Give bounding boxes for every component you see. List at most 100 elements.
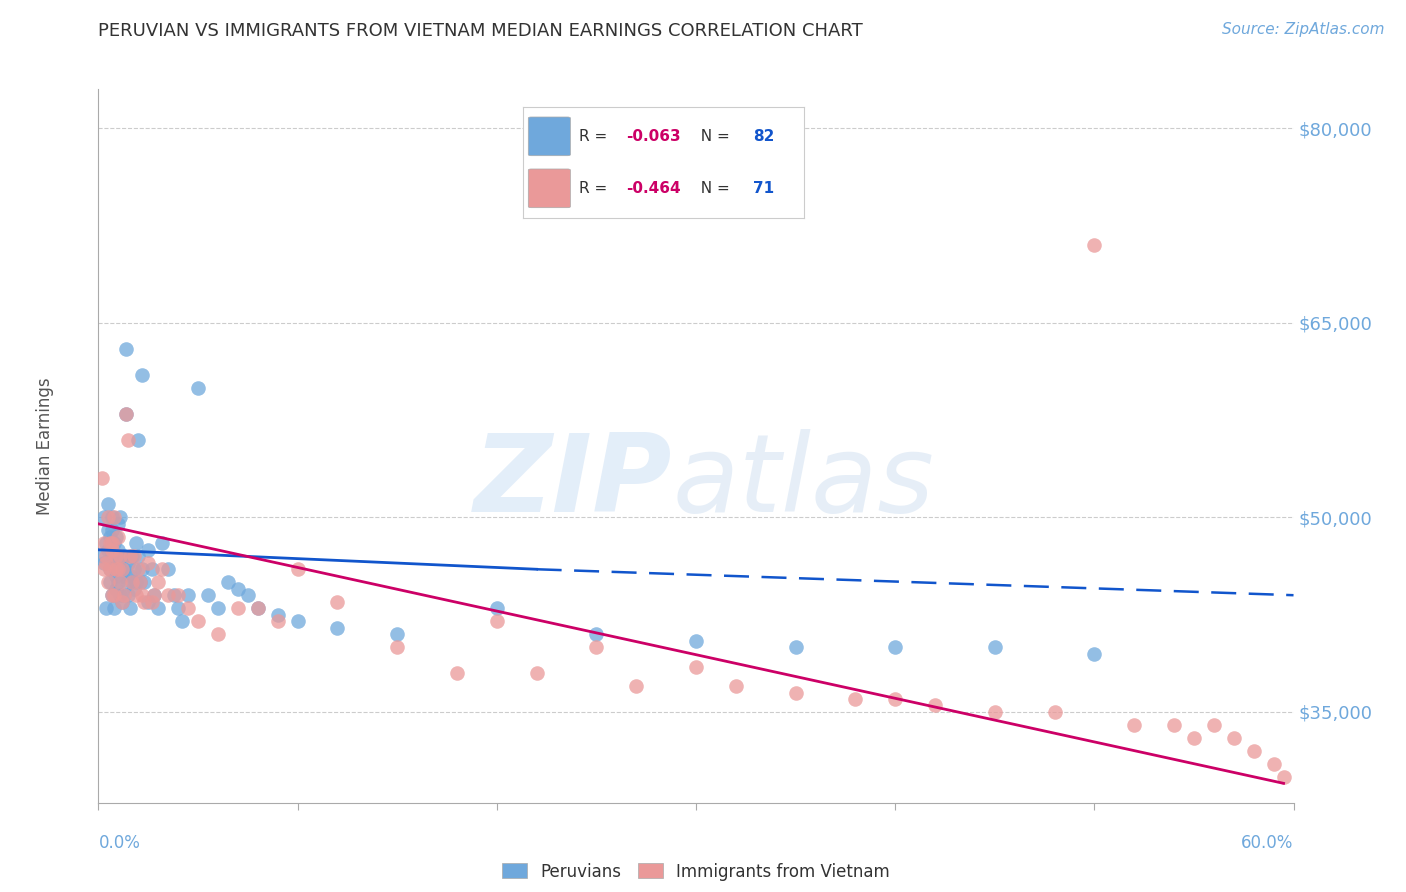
Point bbox=[101, 542, 124, 557]
Point bbox=[121, 575, 143, 590]
Point bbox=[485, 601, 508, 615]
Point bbox=[785, 685, 807, 699]
Point bbox=[207, 601, 229, 615]
Point bbox=[111, 568, 134, 582]
Point bbox=[724, 679, 747, 693]
Point bbox=[115, 407, 138, 421]
Point bbox=[785, 640, 807, 654]
Point bbox=[326, 595, 349, 609]
Point bbox=[125, 575, 148, 590]
Point bbox=[685, 633, 707, 648]
Point bbox=[91, 549, 114, 564]
Point bbox=[107, 542, 129, 557]
Point bbox=[385, 640, 409, 654]
Point bbox=[124, 549, 146, 564]
Point bbox=[134, 595, 156, 609]
Point bbox=[107, 562, 129, 576]
Point bbox=[685, 659, 707, 673]
Point bbox=[984, 640, 1007, 654]
Point bbox=[117, 556, 139, 570]
Point bbox=[111, 595, 134, 609]
Point bbox=[246, 601, 269, 615]
Point bbox=[121, 575, 143, 590]
Point bbox=[124, 562, 146, 576]
Point bbox=[157, 588, 180, 602]
Point bbox=[143, 588, 166, 602]
Point bbox=[1043, 705, 1066, 719]
Point bbox=[197, 588, 219, 602]
Point bbox=[127, 562, 149, 576]
Point bbox=[105, 549, 128, 564]
Point bbox=[1222, 731, 1246, 745]
Point bbox=[246, 601, 269, 615]
Point bbox=[131, 562, 153, 576]
Text: 0.0%: 0.0% bbox=[98, 834, 141, 852]
Point bbox=[110, 588, 132, 602]
Point bbox=[107, 530, 129, 544]
Point bbox=[924, 698, 946, 713]
Point bbox=[385, 627, 409, 641]
Point bbox=[96, 536, 118, 550]
Point bbox=[187, 381, 209, 395]
Point bbox=[93, 510, 115, 524]
Point bbox=[167, 588, 190, 602]
Point bbox=[585, 627, 607, 641]
Point bbox=[101, 549, 124, 564]
Point bbox=[100, 562, 122, 576]
Point bbox=[485, 614, 508, 628]
Point bbox=[101, 510, 124, 524]
Point bbox=[111, 562, 134, 576]
Point bbox=[526, 666, 548, 681]
Point bbox=[1123, 718, 1146, 732]
Point bbox=[884, 692, 907, 706]
Point bbox=[107, 562, 129, 576]
Point bbox=[1182, 731, 1205, 745]
Point bbox=[177, 601, 200, 615]
Point bbox=[125, 588, 148, 602]
Point bbox=[112, 549, 135, 564]
Point bbox=[120, 601, 142, 615]
Text: atlas: atlas bbox=[672, 429, 934, 534]
Point bbox=[93, 562, 115, 576]
Point bbox=[148, 575, 170, 590]
Point bbox=[103, 556, 125, 570]
Point bbox=[110, 549, 132, 564]
Point bbox=[129, 575, 152, 590]
Point bbox=[163, 588, 186, 602]
Point bbox=[150, 562, 173, 576]
Point bbox=[127, 433, 149, 447]
Text: ZIP: ZIP bbox=[474, 429, 672, 534]
Point bbox=[120, 568, 142, 582]
Point bbox=[136, 542, 159, 557]
Point bbox=[141, 595, 163, 609]
Point bbox=[101, 588, 124, 602]
Point bbox=[226, 582, 249, 596]
Point bbox=[267, 614, 290, 628]
Point bbox=[1163, 718, 1185, 732]
Point bbox=[157, 562, 180, 576]
Point bbox=[105, 568, 128, 582]
Point bbox=[1083, 238, 1105, 252]
Point bbox=[103, 601, 125, 615]
Point bbox=[127, 549, 149, 564]
Point bbox=[111, 595, 134, 609]
Point bbox=[105, 549, 128, 564]
Point bbox=[110, 510, 132, 524]
Point bbox=[1083, 647, 1105, 661]
Point bbox=[117, 433, 139, 447]
Point bbox=[267, 607, 290, 622]
Point bbox=[121, 549, 143, 564]
Point bbox=[105, 562, 128, 576]
Point bbox=[177, 588, 200, 602]
Legend: Peruvians, Immigrants from Vietnam: Peruvians, Immigrants from Vietnam bbox=[495, 856, 897, 888]
Point bbox=[884, 640, 907, 654]
Point bbox=[91, 471, 114, 485]
Point bbox=[124, 582, 146, 596]
Point bbox=[626, 679, 648, 693]
Point bbox=[93, 536, 115, 550]
Point bbox=[446, 666, 468, 681]
Point bbox=[287, 614, 309, 628]
Point bbox=[100, 530, 122, 544]
Point bbox=[97, 575, 120, 590]
Point bbox=[1272, 770, 1295, 784]
